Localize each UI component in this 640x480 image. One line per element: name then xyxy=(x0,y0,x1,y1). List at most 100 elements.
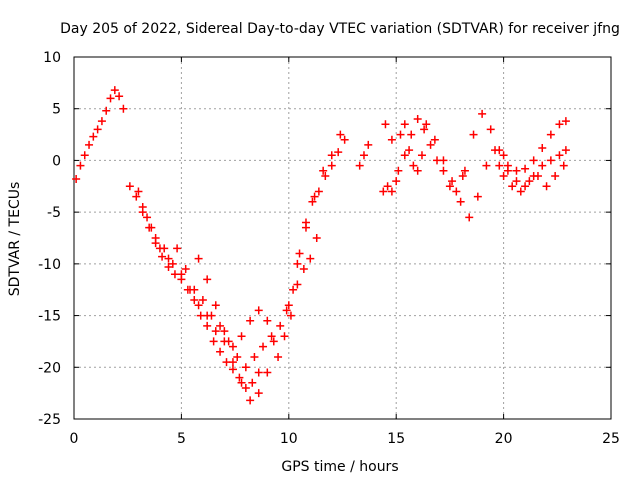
data-point xyxy=(538,144,547,153)
data-point xyxy=(246,316,255,325)
data-point xyxy=(254,389,263,398)
series-track-5 xyxy=(194,254,272,405)
data-point xyxy=(194,254,203,263)
data-point xyxy=(405,146,414,155)
series-track-14 xyxy=(499,161,568,196)
data-point xyxy=(203,321,212,330)
data-point xyxy=(143,213,152,222)
data-point xyxy=(327,151,336,160)
y-tick-label: 10 xyxy=(43,50,61,66)
data-point xyxy=(233,352,242,361)
data-point xyxy=(173,244,182,253)
data-point xyxy=(147,223,156,232)
data-point xyxy=(486,125,495,134)
data-point xyxy=(392,177,401,186)
data-point xyxy=(533,171,542,180)
data-point xyxy=(439,156,448,165)
data-point xyxy=(312,234,321,242)
data-point xyxy=(379,187,388,196)
data-point xyxy=(448,177,457,186)
data-point xyxy=(430,135,439,144)
data-point xyxy=(308,197,317,206)
y-tick-label: -20 xyxy=(38,360,61,376)
data-point xyxy=(177,270,186,279)
data-point xyxy=(396,130,405,139)
data-point xyxy=(301,223,310,232)
data-point xyxy=(394,166,403,175)
data-point xyxy=(241,363,250,372)
data-point xyxy=(93,125,102,134)
y-tick-label: 5 xyxy=(52,102,61,118)
data-point xyxy=(456,197,465,206)
data-point xyxy=(293,259,302,268)
data-point xyxy=(422,120,431,129)
data-point xyxy=(529,156,538,165)
data-point xyxy=(516,187,525,196)
data-point xyxy=(327,161,336,170)
data-point xyxy=(106,94,115,103)
data-point xyxy=(499,151,508,160)
data-point xyxy=(310,192,319,201)
data-point xyxy=(211,301,220,310)
x-tick-label: 0 xyxy=(70,431,79,447)
data-point xyxy=(334,148,343,157)
series-track-8 xyxy=(284,130,345,310)
data-point xyxy=(439,166,448,175)
data-point xyxy=(407,130,416,139)
data-point xyxy=(452,187,461,196)
data-point xyxy=(387,187,396,196)
data-point xyxy=(164,254,173,263)
data-point xyxy=(263,368,272,377)
data-point xyxy=(224,337,233,346)
data-point xyxy=(284,301,293,310)
data-point xyxy=(102,106,111,115)
plot-border xyxy=(73,56,612,420)
data-point xyxy=(110,86,119,95)
data-point xyxy=(237,332,246,341)
series-track-9 xyxy=(355,120,426,196)
data-point xyxy=(181,265,190,274)
series-track-7 xyxy=(274,234,321,361)
data-point xyxy=(413,115,422,124)
data-point xyxy=(138,202,147,211)
x-tick-label: 15 xyxy=(387,431,405,447)
data-point xyxy=(282,306,291,315)
series-track-12 xyxy=(460,109,570,175)
data-point xyxy=(254,306,263,315)
data-point xyxy=(190,296,199,305)
data-point xyxy=(76,161,85,170)
data-point xyxy=(445,182,454,191)
data-point xyxy=(85,140,94,149)
data-point xyxy=(321,171,330,180)
data-point xyxy=(499,171,508,180)
data-point xyxy=(198,296,207,305)
data-point xyxy=(469,130,478,139)
data-point xyxy=(209,337,218,346)
data-point xyxy=(387,135,396,144)
data-point xyxy=(400,151,409,160)
data-point xyxy=(503,166,512,175)
data-point xyxy=(482,161,491,170)
data-point xyxy=(512,166,521,175)
data-point xyxy=(512,177,521,186)
y-tick-label: -15 xyxy=(38,309,61,325)
data-point xyxy=(164,262,173,271)
data-point xyxy=(289,285,298,294)
data-point xyxy=(525,177,534,186)
data-point xyxy=(542,182,551,191)
x-tick-label: 5 xyxy=(177,431,186,447)
data-point xyxy=(211,327,220,336)
y-tick-label: -25 xyxy=(38,412,61,428)
data-point xyxy=(246,396,255,405)
data-point xyxy=(538,161,547,170)
data-point xyxy=(228,365,237,374)
series-track-10 xyxy=(381,115,467,196)
data-point xyxy=(336,130,345,139)
x-tick-label: 10 xyxy=(280,431,298,447)
data-point xyxy=(220,327,229,336)
series-track-4 xyxy=(138,202,276,372)
data-point xyxy=(495,161,504,170)
data-point xyxy=(286,311,295,320)
data-point xyxy=(80,151,89,160)
